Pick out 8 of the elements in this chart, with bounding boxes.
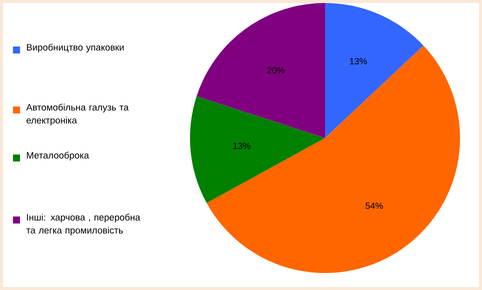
data-label: 54% xyxy=(366,202,383,209)
legend-label: Металооброка xyxy=(26,152,89,160)
data-label: 13% xyxy=(233,142,250,150)
legend-label: Автомобільна галузь та електроніка xyxy=(26,104,129,126)
legend-label: Інші: харчова , переробна та легка промиловість xyxy=(26,214,140,236)
legend-label: Виробництво упаковки xyxy=(26,44,124,52)
data-label: 20% xyxy=(267,67,284,74)
data-label: 13% xyxy=(350,58,367,64)
